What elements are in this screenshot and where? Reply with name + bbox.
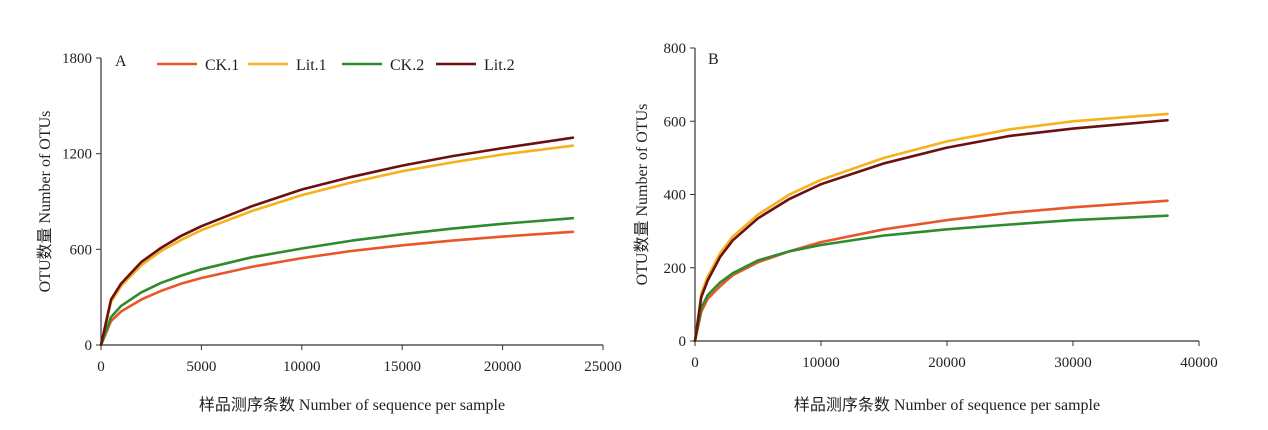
x-tick-label: 15000: [383, 359, 421, 375]
panel-label: B: [708, 51, 719, 68]
legend-label: CK.1: [205, 57, 239, 74]
x-tick-label: 30000: [1054, 355, 1092, 371]
series-line-lit-2: [99, 136, 575, 347]
series-line-ck-2: [99, 216, 575, 347]
panel-label: A: [115, 53, 127, 70]
series-line-lit-1: [693, 112, 1169, 343]
legend-label: Lit.1: [296, 57, 327, 74]
legend-item: Lit.1: [248, 57, 327, 74]
y-tick-label: 200: [664, 261, 687, 277]
y-tick-label: 400: [664, 188, 687, 204]
series-line-lit-2: [693, 118, 1169, 343]
x-axis-title: 样品测序条数 Number of sequence per sample: [794, 396, 1100, 414]
series-line-lit-1: [99, 144, 575, 347]
x-tick-label: 10000: [283, 359, 321, 375]
legend-label: CK.2: [390, 57, 424, 74]
y-tick-label: 1800: [62, 51, 92, 67]
x-tick-label: 10000: [802, 355, 840, 371]
x-tick-label: 0: [97, 359, 105, 375]
x-axis-title: 样品测序条数 Number of sequence per sample: [199, 396, 505, 414]
y-axis-title: OTU数量 Number of OTUs: [633, 104, 651, 286]
x-tick-label: 0: [691, 355, 699, 371]
y-tick-label: 600: [664, 114, 687, 130]
legend-item: CK.1: [157, 57, 239, 74]
x-tick-label: 25000: [584, 359, 622, 375]
y-tick-label: 600: [70, 242, 93, 258]
x-tick-label: 20000: [928, 355, 966, 371]
x-tick-label: 20000: [484, 359, 522, 375]
legend-label: Lit.2: [484, 57, 515, 74]
y-tick-label: 1200: [62, 147, 92, 163]
series-line-ck-2: [693, 214, 1169, 343]
chart-panel-a: 0 5000 10000 15000 20000 25000 0 600 1200 1800 样品测…: [36, 51, 622, 414]
series-line-ck-1: [693, 199, 1169, 343]
y-tick-label: 0: [679, 334, 687, 350]
legend: CK.1 Lit.1 CK.2 Lit.2: [157, 57, 515, 74]
x-tick-label: 5000: [186, 359, 216, 375]
chart-panel-b: 0 10000 20000 30000 40000 0 200 400 600 800 样品测序条数…: [633, 41, 1218, 414]
legend-item: CK.2: [342, 57, 424, 74]
y-axis-title: OTU数量 Number of OTUs: [36, 111, 54, 293]
series-line-ck-1: [99, 230, 575, 347]
legend-item: Lit.2: [436, 57, 515, 74]
x-tick-label: 40000: [1180, 355, 1218, 371]
y-tick-label: 0: [85, 338, 93, 354]
y-tick-label: 800: [664, 41, 687, 57]
